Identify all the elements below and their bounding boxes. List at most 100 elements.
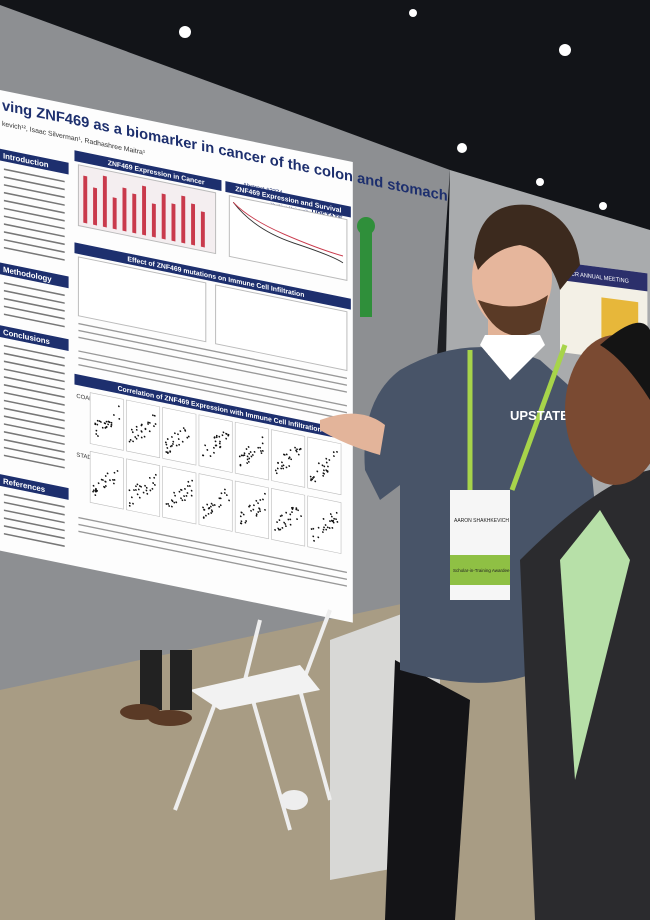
scatter-dot — [285, 525, 287, 528]
scatter-dot — [187, 435, 190, 438]
scatter-dot — [336, 450, 338, 453]
scatter-dot — [187, 480, 190, 483]
scatter-dot — [213, 504, 216, 506]
scatter-dot — [130, 428, 133, 431]
scatter-dot — [140, 436, 143, 439]
scatter-dot — [148, 476, 151, 479]
scatter-dot — [323, 526, 325, 529]
scatter-dot — [182, 427, 185, 430]
caption-lines — [78, 322, 347, 421]
scatter-dot — [183, 495, 185, 497]
scatter-panel — [198, 414, 233, 473]
scatter-dot — [191, 479, 194, 482]
scatter-dot — [102, 479, 104, 481]
scatter-dot — [332, 451, 335, 454]
scatter-dot — [95, 488, 97, 491]
shirt — [560, 510, 630, 780]
scatter-dot — [178, 490, 181, 493]
scatter-dot — [175, 501, 178, 504]
scatter-dot — [329, 513, 332, 515]
scatter-dot — [253, 504, 255, 507]
scatter-dot — [130, 496, 133, 499]
scatter-dot — [213, 451, 215, 454]
scatter-dot — [166, 447, 169, 449]
scatter-dot — [96, 419, 99, 422]
scatter-dot — [153, 425, 155, 428]
scatter-dot — [328, 459, 331, 461]
scatter-dot — [250, 455, 253, 458]
scatter-dot — [104, 475, 107, 477]
scatter-dot — [245, 520, 248, 522]
scatter-dot — [330, 515, 333, 518]
arm — [364, 370, 420, 500]
scatter-dot — [277, 527, 280, 530]
scatter-dot — [213, 436, 216, 439]
scatter-dot — [129, 439, 132, 441]
hair — [474, 204, 580, 290]
scatter-dot — [110, 421, 113, 424]
scatter-dot — [255, 513, 258, 516]
scatter-dot — [332, 521, 335, 524]
scatter-dot — [275, 472, 278, 475]
scatter-dot — [110, 425, 113, 428]
scatter-dot — [147, 421, 150, 424]
scatter-panel — [126, 399, 161, 459]
scatter-dot — [317, 462, 320, 465]
scatter-dot — [316, 470, 319, 473]
scatter-dot — [285, 511, 288, 514]
scatter-dot — [218, 435, 221, 438]
scatter-dot — [214, 444, 217, 447]
scatter-dot — [261, 450, 264, 452]
scatter-dot — [262, 498, 264, 501]
scatter-panel — [126, 458, 161, 517]
scatter-dot — [95, 433, 98, 435]
scatter-dot — [186, 436, 189, 439]
scatter-panel — [234, 480, 269, 540]
scatter-dot — [333, 455, 335, 457]
scatter-dot — [323, 472, 326, 475]
scatter-dot — [97, 435, 99, 437]
scatter-dot — [276, 521, 278, 524]
scatter-dot — [118, 417, 121, 420]
scatter-dot — [224, 488, 226, 491]
scatter-dot — [219, 504, 222, 507]
scatter-dot — [214, 440, 217, 443]
scatter-dot — [274, 529, 276, 531]
scatter-dot — [248, 452, 251, 455]
hand — [320, 413, 385, 455]
scatter-dot — [171, 500, 174, 503]
scatter-dot — [140, 430, 143, 433]
scatter-dot — [164, 441, 167, 444]
badge-ribbon — [450, 555, 510, 585]
scatter-dot — [112, 479, 114, 481]
scatter-dot — [142, 491, 145, 494]
scatter-dot — [259, 510, 261, 513]
scatter-dot — [137, 434, 140, 437]
scatter-dot — [172, 440, 175, 443]
scatter-dot — [167, 503, 170, 505]
scatter-dot — [257, 446, 260, 449]
scatter-dot — [264, 508, 266, 511]
survival-curve — [232, 202, 344, 264]
scatter-dot — [253, 450, 256, 453]
scatter-dot — [257, 502, 259, 505]
scatter-dot — [281, 514, 283, 517]
scatter-dot — [151, 487, 154, 490]
scatter-dot — [219, 497, 222, 500]
shoe — [148, 710, 192, 726]
scatter-dot — [116, 470, 119, 472]
scatter-dot — [222, 431, 225, 434]
scatter-dot — [184, 499, 186, 502]
scatter-dot — [220, 492, 223, 495]
scatter-dot — [331, 527, 334, 529]
scatter-dot — [240, 511, 243, 514]
scatter-dot — [154, 484, 156, 486]
scatter-panel — [198, 473, 233, 532]
poster: ving ZNF469 as a biomarker in cancer of … — [0, 90, 448, 623]
scatter-dot — [190, 489, 193, 492]
expression-bars — [83, 175, 205, 248]
scatter-dot — [317, 536, 320, 539]
scatter-dot — [92, 484, 95, 487]
